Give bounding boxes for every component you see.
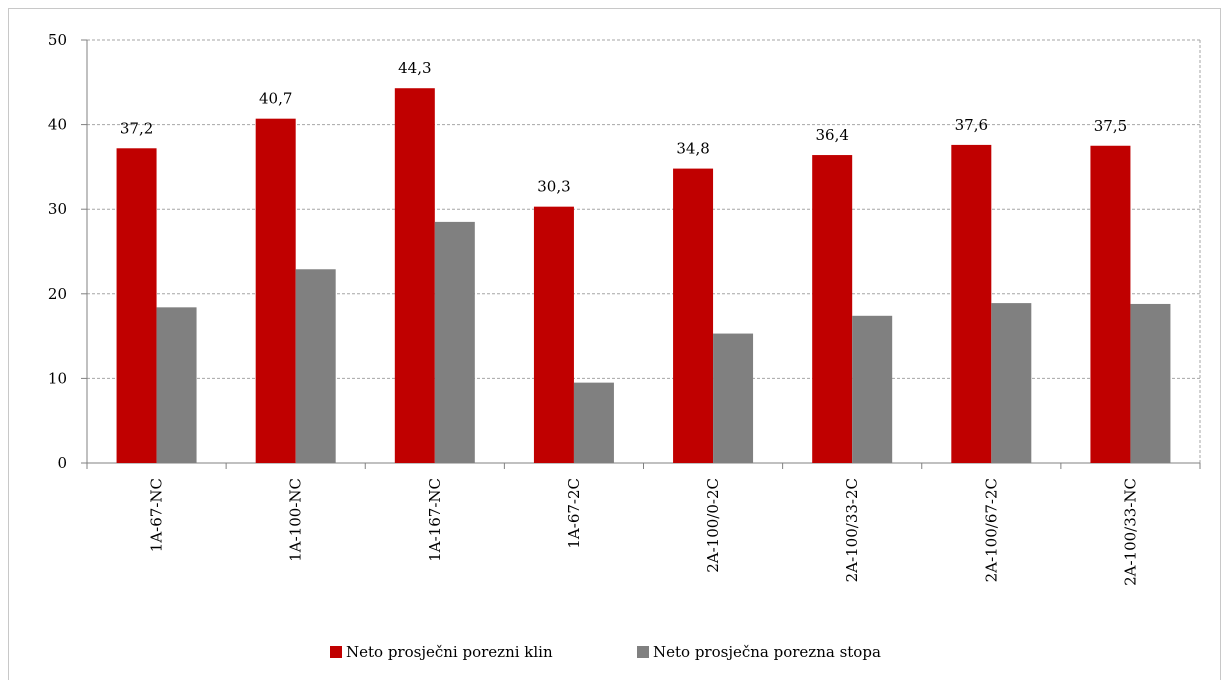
bar-series-2 xyxy=(573,382,614,463)
data-label: 30,3 xyxy=(537,178,570,196)
bar-series-1 xyxy=(533,206,574,464)
legend-swatch-series-2 xyxy=(637,646,649,658)
data-label: 37,2 xyxy=(120,119,153,137)
x-tick-label: 1A-67-NC xyxy=(148,478,166,552)
y-tick-label: 30 xyxy=(48,200,67,218)
x-tick-label: 1A-167-NC xyxy=(426,478,444,562)
bar-series-2 xyxy=(156,307,197,463)
y-tick-label: 20 xyxy=(48,285,67,303)
x-tick-label: 2A-100/33-NC xyxy=(1121,478,1139,586)
legend-label-series-2: Neto prosječna porezna stopa xyxy=(653,643,881,661)
bar-series-1 xyxy=(116,148,157,463)
chart-frame xyxy=(8,8,1221,680)
bar-series-2 xyxy=(1130,303,1171,463)
data-labels: 37,2 40,7 44,3 30,3 34,8 36,4 37,6 37,5 xyxy=(120,59,1127,195)
bar-series-2 xyxy=(991,303,1032,463)
x-tick-label: 2A-100/67-2C xyxy=(982,478,1000,582)
bar-series-1 xyxy=(394,88,435,464)
x-tick-labels: 1A-67-NC 1A-100-NC 1A-167-NC 1A-67-2C 2A-100… xyxy=(148,478,1140,586)
y-tick-label: 10 xyxy=(48,369,67,387)
x-tick-label: 2A-100/33-2C xyxy=(843,478,861,582)
axes xyxy=(81,39,1201,469)
bar-series-1 xyxy=(1090,145,1131,463)
bar-series-2 xyxy=(434,221,475,463)
bar-series-2 xyxy=(295,269,336,463)
legend-swatch-series-1 xyxy=(330,646,342,658)
data-label: 34,8 xyxy=(676,140,709,158)
bar-series-1 xyxy=(951,144,992,464)
gridlines xyxy=(87,39,1201,463)
bar-series-1 xyxy=(255,118,296,463)
data-label: 40,7 xyxy=(259,90,292,108)
x-tick-label: 1A-67-2C xyxy=(565,478,583,549)
x-tick-label: 2A-100/0-2C xyxy=(704,478,722,573)
y-tick-label: 0 xyxy=(57,454,67,472)
x-tick-label: 1A-100-NC xyxy=(287,478,305,562)
legend: Neto prosječni porezni klin Neto prosječ… xyxy=(330,643,881,661)
data-label: 37,5 xyxy=(1094,117,1127,135)
y-tick-labels: 0 10 20 30 40 50 xyxy=(48,31,67,472)
data-label: 37,6 xyxy=(955,116,988,134)
bar-series-1 xyxy=(673,168,714,464)
bars xyxy=(116,88,1171,464)
legend-label-series-1: Neto prosječni porezni klin xyxy=(346,643,553,661)
bar-series-2 xyxy=(852,315,893,463)
bar-series-1 xyxy=(812,155,853,463)
y-tick-label: 40 xyxy=(48,116,67,134)
data-label: 36,4 xyxy=(815,126,848,144)
data-label: 44,3 xyxy=(398,59,431,77)
y-tick-label: 50 xyxy=(48,31,67,49)
bar-series-2 xyxy=(713,333,754,463)
